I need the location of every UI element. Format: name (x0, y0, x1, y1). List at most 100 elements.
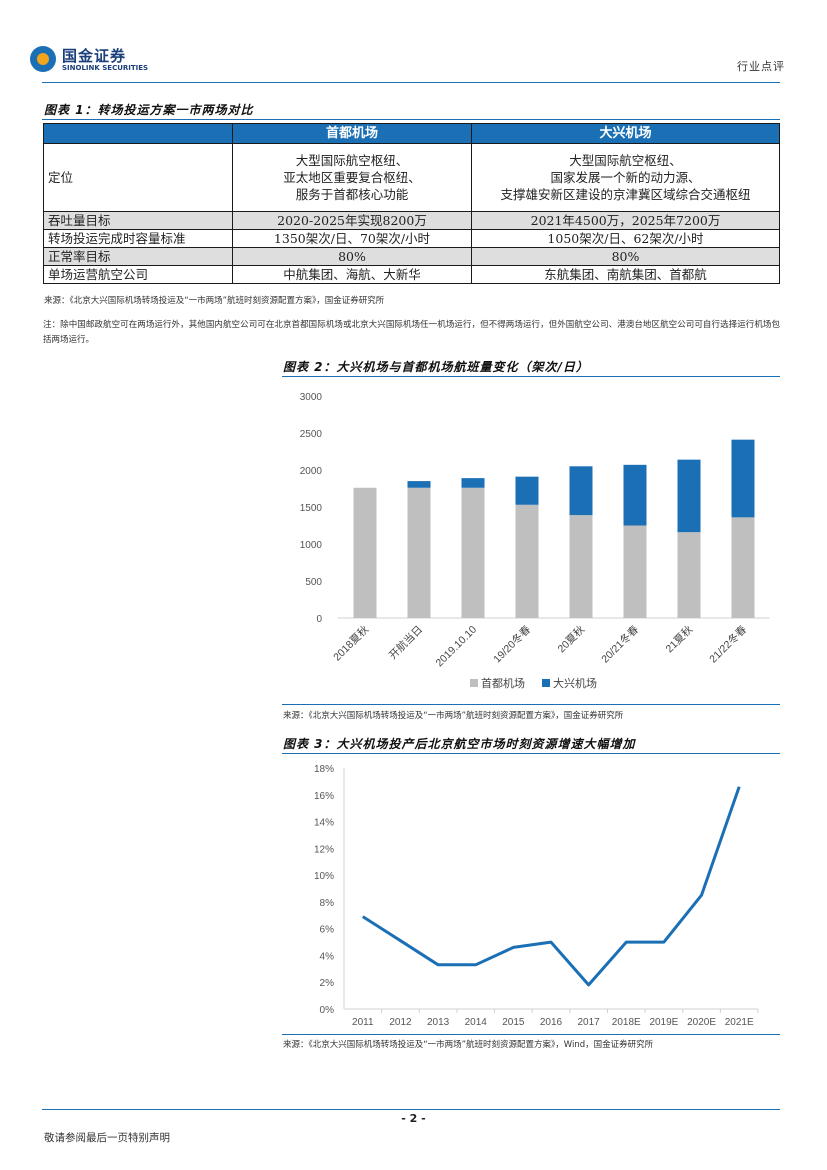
bar-daxing (569, 466, 593, 516)
y-tick-label: 8% (320, 898, 335, 909)
footer-disclaimer: 敬请参阅最后一页特别声明 (44, 1132, 170, 1144)
x-tick-label: 2021E (725, 1017, 754, 1028)
report-type: 行业点评 (737, 60, 785, 73)
y-tick-label: 1500 (300, 503, 323, 514)
y-tick-label: 0% (320, 1005, 335, 1016)
table-row: 转场投运完成时容量标准 1350架次/日、70架次/小时 1050架次/日、62… (43, 229, 780, 248)
bar-capital (731, 517, 755, 618)
bar-daxing (677, 459, 701, 533)
comparison-table: 首都机场 大兴机场 定位 大型国际航空枢纽、 亚太地区重要复合枢纽、 服务于首都… (43, 123, 780, 284)
bar-chart: 0 500 1000 1500 2000 2500 3000 2018夏秋 开航当日 2019.1… (300, 392, 770, 690)
y-tick-label: 4% (320, 951, 335, 962)
y-tick-label: 6% (320, 925, 335, 936)
legend-label: 首都机场 (481, 676, 525, 690)
x-tick-label: 2020E (687, 1017, 716, 1028)
daxing-cell: 东航集团、南航集团、首都航 (471, 265, 780, 284)
daxing-cell: 80% (471, 247, 780, 266)
row-label: 吞吐量目标 (43, 211, 233, 230)
logo-mark-icon (30, 46, 56, 72)
x-tick-label: 21夏秋 (663, 623, 696, 656)
bar-daxing (623, 464, 647, 526)
bar-capital (569, 515, 593, 618)
x-tick-label: 2019E (649, 1017, 678, 1028)
table-header-capital: 首都机场 (232, 123, 472, 144)
logo-text-cn: 国金证券 (62, 47, 127, 65)
x-tick-label: 21/22冬春 (706, 623, 749, 666)
bar-capital (461, 487, 485, 618)
footer-divider (42, 1109, 780, 1110)
capital-cell: 大型国际航空枢纽、 亚太地区重要复合枢纽、 服务于首都核心功能 (232, 143, 472, 212)
table-header-blank (43, 123, 233, 144)
bar-capital (407, 487, 431, 618)
bar-capital (677, 532, 701, 618)
y-tick-label: 0 (316, 614, 322, 625)
y-tick-label: 1000 (300, 540, 323, 551)
y-tick-label: 12% (314, 844, 334, 855)
page-number: - 2 - (401, 1112, 426, 1125)
capital-cell: 1350架次/日、70架次/小时 (232, 229, 472, 248)
capital-cell: 中航集团、海航、大新华 (232, 265, 472, 284)
x-tick-label: 2013 (427, 1017, 450, 1028)
row-label: 单场运营航空公司 (43, 265, 233, 284)
daxing-cell: 2021年4500万，2025年7200万 (471, 211, 780, 230)
bar-capital (623, 525, 647, 618)
x-tick-label: 2017 (578, 1017, 601, 1028)
capital-cell: 80% (232, 247, 472, 266)
bar-daxing (461, 478, 485, 488)
capital-line: 大型国际航空枢纽、 (295, 153, 409, 168)
y-tick-label: 10% (314, 871, 334, 882)
capital-line: 亚太地区重要复合枢纽、 (283, 170, 421, 185)
x-tick-label: 2014 (465, 1017, 488, 1028)
legend-swatch (470, 679, 478, 687)
table-source: 来源：《北京大兴国际机场转场投运及“一市两场”航班时刻资源配置方案》，国金证券研… (44, 296, 385, 306)
chart3-bottom-divider (282, 1034, 780, 1035)
company-logo: 国金证券 SINOLINK SECURITIES (30, 44, 160, 78)
chart3-title-divider (282, 753, 780, 754)
x-tick-label: 19/20冬春 (490, 623, 533, 666)
daxing-cell: 大型国际航空枢纽、 国家发展一个新的动力源、 支撑雄安新区建设的京津冀区域综合交… (471, 143, 780, 212)
x-tick-label: 2015 (502, 1017, 525, 1028)
series-line (361, 786, 741, 987)
table-header-row: 首都机场 大兴机场 (43, 123, 780, 144)
y-tick-label: 14% (314, 818, 334, 829)
y-tick-label: 2500 (300, 429, 323, 440)
header-divider (42, 82, 780, 83)
y-tick-label: 500 (305, 577, 322, 588)
table-note: 注：除中国邮政航空可在两场运行外，其他国内航空公司可在北京首都国际机场或北京大兴… (43, 320, 780, 345)
line-chart: 0% 2% 4% 6% 8% 10% 12% 14% 16% 18% 2011 2012 2013 201… (314, 764, 759, 1028)
capital-line: 服务于首都核心功能 (295, 187, 409, 202)
x-tick-label: 2019.10.10 (433, 624, 479, 670)
y-tick-label: 18% (314, 764, 334, 775)
chart2-title: 图表 2：大兴机场与首都机场航班量变化（架次/日） (283, 360, 589, 374)
chart3-title: 图表 3：大兴机场投产后北京航空市场时刻资源增速大幅增加 (283, 737, 636, 751)
daxing-line: 国家发展一个新的动力源、 (550, 170, 701, 185)
chart2-source: 来源：《北京大兴国际机场转场投运及“一市两场”航班时刻资源配置方案》，国金证券研… (283, 711, 624, 721)
daxing-line: 支撑雄安新区建设的京津冀区域综合交通枢纽 (500, 187, 751, 202)
row-label: 定位 (43, 143, 233, 212)
x-tick-label: 20/21冬春 (598, 623, 641, 666)
bar-daxing (407, 481, 431, 488)
row-label: 转场投运完成时容量标准 (43, 229, 233, 248)
bar-capital (353, 487, 377, 618)
logo-text-en: SINOLINK SECURITIES (62, 64, 149, 72)
bar-daxing (515, 476, 539, 505)
y-tick-label: 16% (314, 791, 334, 802)
table-header-daxing: 大兴机场 (471, 123, 780, 144)
x-tick-label: 2018夏秋 (331, 623, 372, 664)
row-label: 正常率目标 (43, 247, 233, 266)
legend-swatch (542, 679, 550, 687)
bar-capital (515, 504, 539, 618)
x-tick-label: 2018E (612, 1017, 641, 1028)
table-row: 正常率目标 80% 80% (43, 247, 780, 266)
table-row: 定位 大型国际航空枢纽、 亚太地区重要复合枢纽、 服务于首都核心功能 大型国际航… (43, 143, 780, 212)
legend-label: 大兴机场 (553, 676, 597, 690)
y-tick-label: 3000 (300, 392, 323, 403)
daxing-line: 大型国际航空枢纽、 (569, 153, 682, 168)
table-title: 图表 1：转场投运方案一市两场对比 (44, 103, 254, 117)
chart2-title-divider (282, 376, 780, 377)
y-tick-label: 2000 (300, 466, 323, 477)
x-tick-label: 20夏秋 (555, 623, 588, 656)
daxing-cell: 1050架次/日、62架次/小时 (471, 229, 780, 248)
x-tick-label: 2016 (540, 1017, 563, 1028)
x-tick-label: 2011 (352, 1017, 374, 1028)
